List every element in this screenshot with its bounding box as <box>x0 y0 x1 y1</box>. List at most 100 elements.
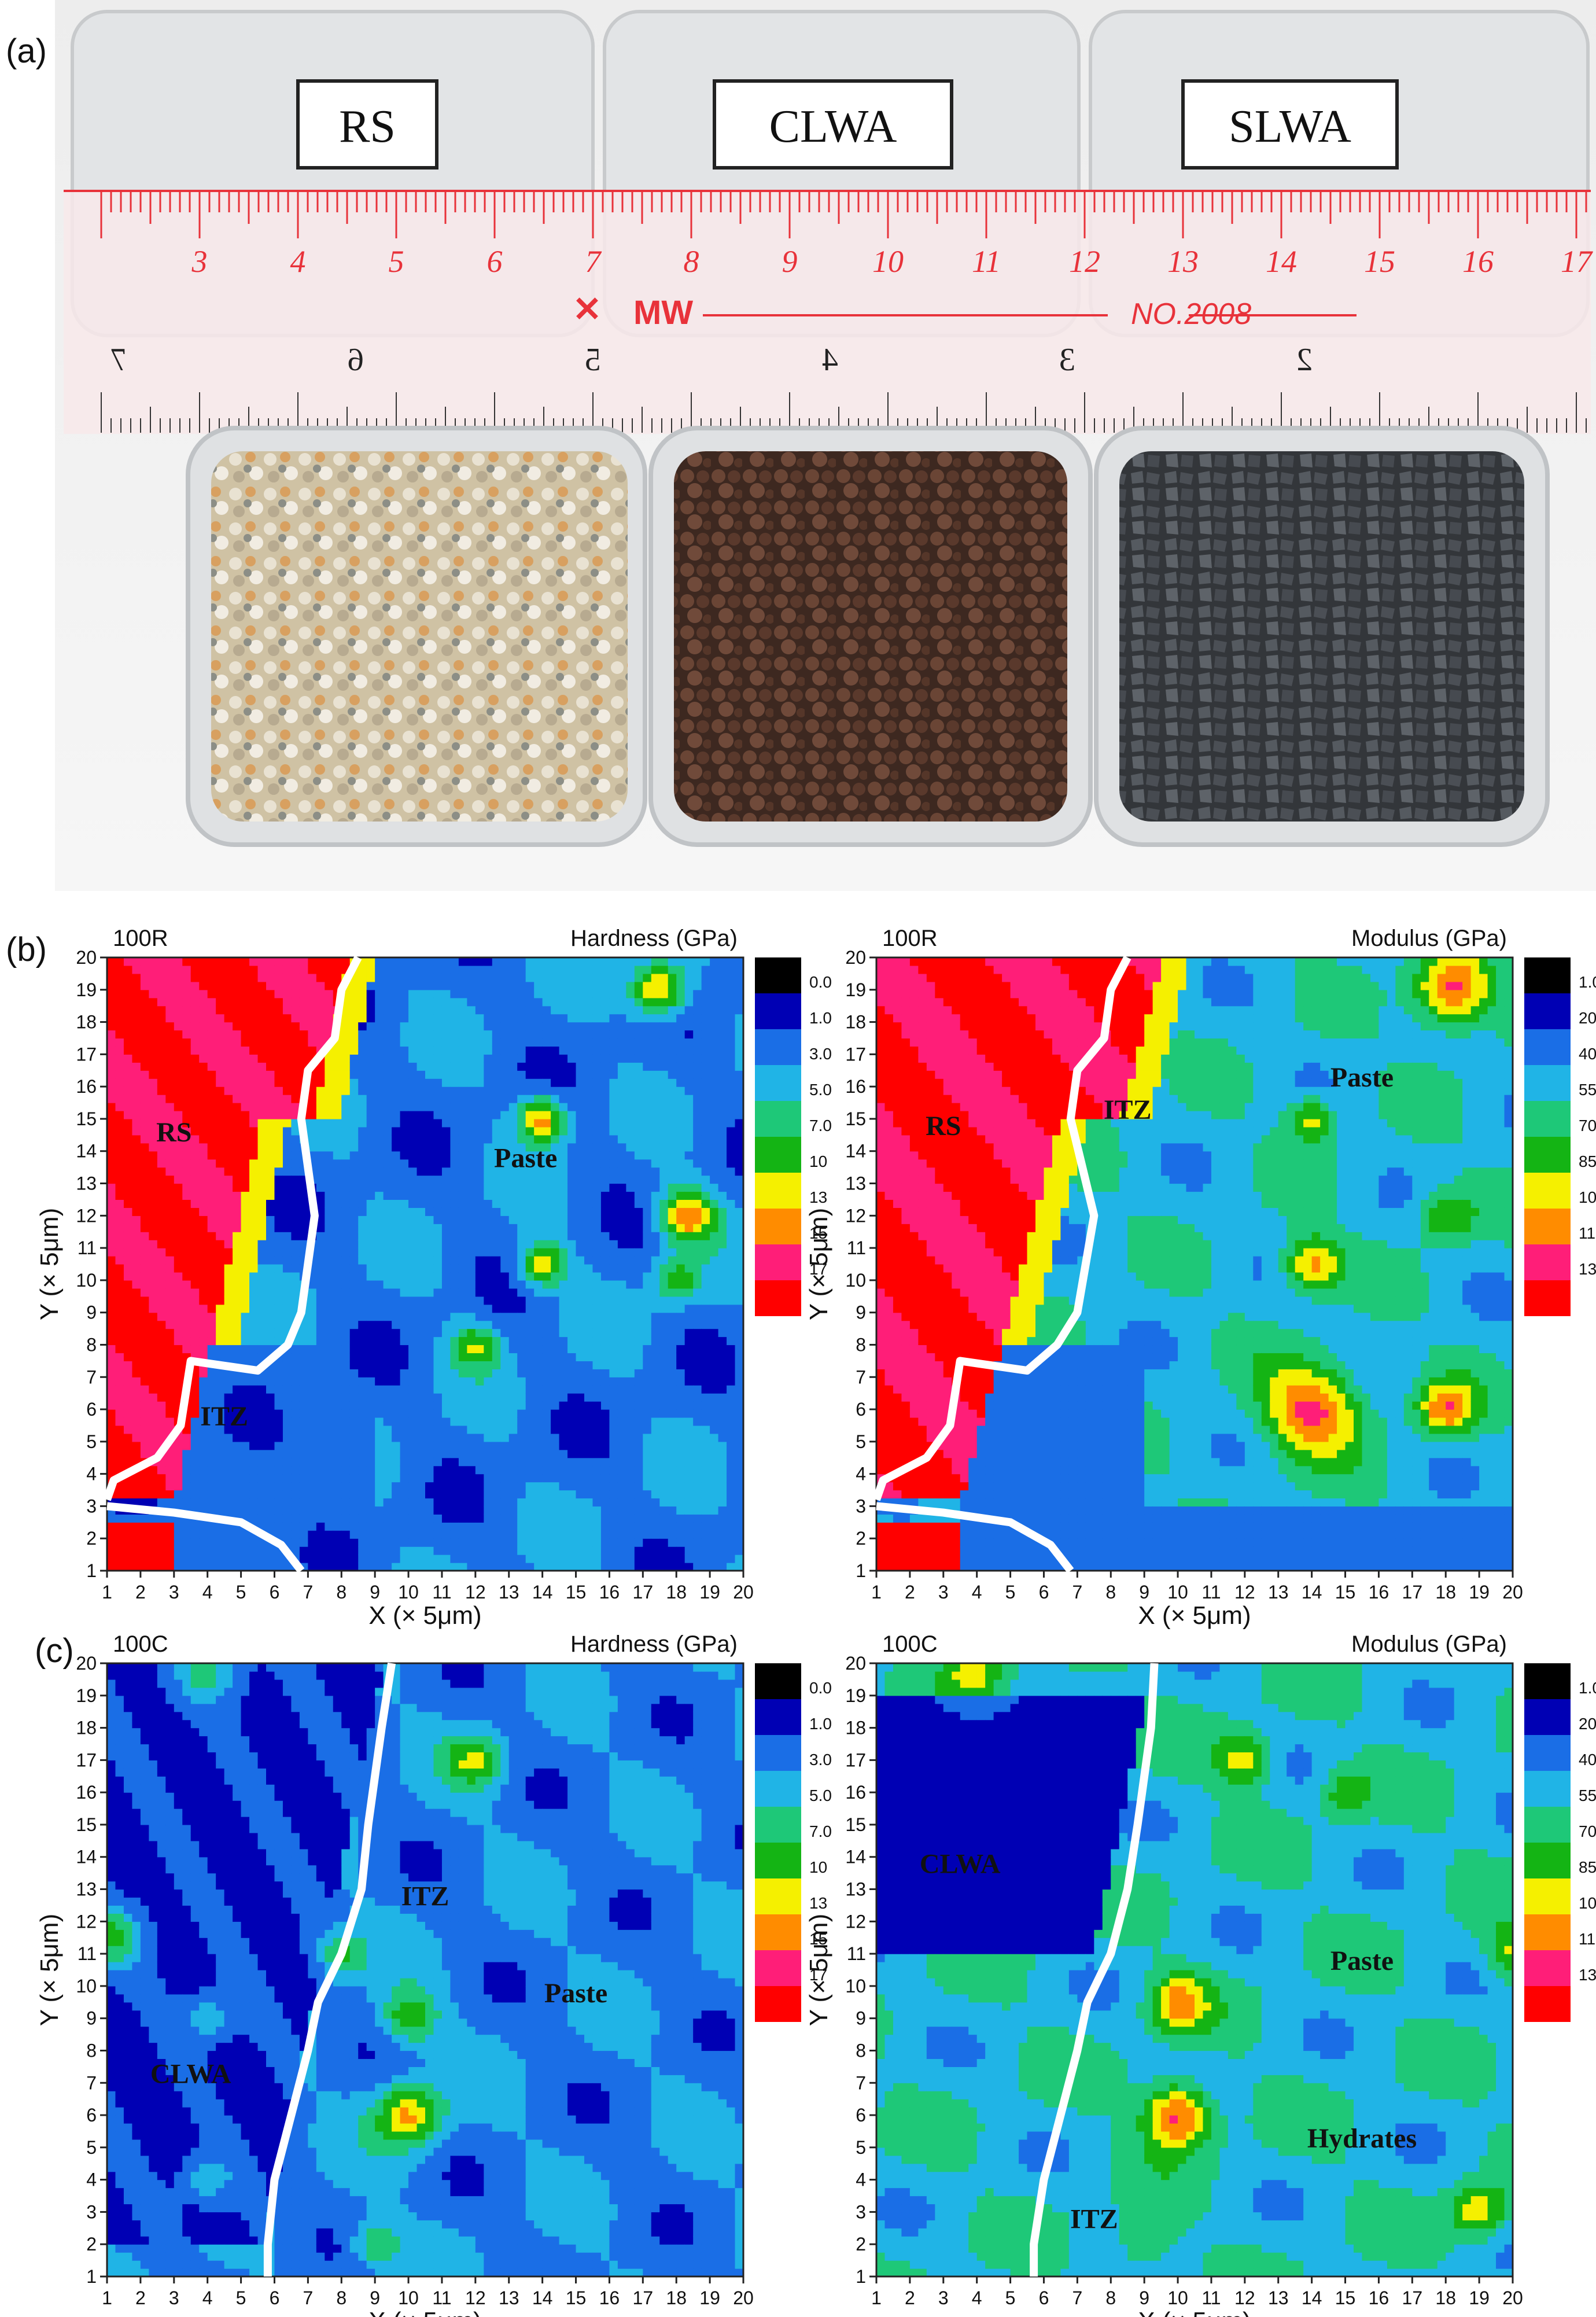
legend-level: 20.0 <box>1579 1715 1596 1733</box>
sample-label: 100C <box>113 1631 168 1657</box>
legend-level: 20.0 <box>1579 1009 1596 1027</box>
y-tick-label: 9 <box>86 2008 97 2029</box>
ruler-mirror-number: 7 <box>110 342 127 378</box>
y-tick-label: 5 <box>856 2137 866 2158</box>
ruler-mirror-number: 2 <box>1296 342 1313 378</box>
legend-swatch <box>755 1280 801 1316</box>
x-tick-label: 19 <box>1469 1582 1490 1603</box>
y-tick-label: 2 <box>856 1528 866 1549</box>
y-tick-label: 11 <box>847 1943 866 1964</box>
y-tick-label: 8 <box>86 1334 97 1355</box>
legend-level: 115 <box>1579 1224 1596 1242</box>
x-tick-label: 8 <box>336 2287 347 2308</box>
y-tick-label: 13 <box>76 1879 97 1900</box>
y-tick-label: 18 <box>845 1718 866 1738</box>
region-label: Paste <box>544 1978 607 2009</box>
y-tick-label: 16 <box>845 1076 866 1097</box>
y-tick-label: 1 <box>856 2266 866 2287</box>
y-tick-label: 4 <box>856 2169 866 2190</box>
x-tick-label: 1 <box>871 1582 882 1603</box>
legend-level: 1.00 <box>1579 1679 1596 1697</box>
y-tick-label: 20 <box>845 947 866 968</box>
region-label: RS <box>156 1117 191 1148</box>
x-axis-label: X (× 5μm) <box>368 2307 481 2317</box>
contour-field <box>107 957 744 1571</box>
x-tick-label: 7 <box>1072 2287 1082 2308</box>
ruler-number: 9 <box>782 244 798 279</box>
y-tick-label: 13 <box>76 1173 97 1194</box>
legend-swatch <box>1524 1843 1571 1878</box>
x-tick-label: 7 <box>303 2287 313 2308</box>
x-tick-label: 14 <box>532 2287 553 2308</box>
x-tick-label: 18 <box>1435 2287 1456 2308</box>
legend-swatch <box>1524 1914 1571 1950</box>
legend-level: 100 <box>1579 1188 1596 1206</box>
legend-swatch <box>1524 1950 1571 1986</box>
x-tick-label: 18 <box>666 2287 687 2308</box>
ruler-number: 3 <box>191 244 208 279</box>
x-tick-label: 17 <box>633 2287 654 2308</box>
y-axis-label: Y (× 5μm) <box>805 1208 833 1320</box>
x-tick-label: 2 <box>905 2287 915 2308</box>
ruler-number: 7 <box>585 244 602 279</box>
x-tick-label: 13 <box>1268 1582 1289 1603</box>
x-tick-label: 16 <box>599 2287 620 2308</box>
y-tick-label: 3 <box>86 2201 97 2222</box>
y-tick-label: 16 <box>845 1782 866 1803</box>
legend-swatch <box>755 1173 801 1209</box>
label-clwa: CLWA <box>769 101 897 152</box>
x-tick-label: 9 <box>370 2287 380 2308</box>
y-tick-label: 12 <box>76 1205 97 1226</box>
panel-label-a: (a) <box>6 32 47 71</box>
x-tick-label: 5 <box>1005 2287 1016 2308</box>
region-label: Hydrates <box>1307 2123 1417 2154</box>
y-tick-label: 10 <box>845 1270 866 1291</box>
ruler-number: 13 <box>1167 244 1199 279</box>
ruler-mirror-number: 4 <box>822 342 838 378</box>
y-tick-label: 2 <box>86 1528 97 1549</box>
legend-swatch <box>1524 1807 1571 1843</box>
legend-swatch <box>1524 1173 1571 1209</box>
x-tick-label: 16 <box>1369 2287 1389 2308</box>
y-tick-label: 4 <box>86 2169 97 2190</box>
container-rs <box>188 428 645 845</box>
legend-swatch <box>755 1878 801 1914</box>
legend-swatch <box>755 1735 801 1771</box>
x-tick-label: 20 <box>1502 2287 1523 2308</box>
x-tick-label: 4 <box>202 1582 213 1603</box>
x-tick-label: 10 <box>398 2287 419 2308</box>
y-tick-label: 7 <box>856 1366 866 1387</box>
x-tick-label: 17 <box>1402 2287 1423 2308</box>
y-tick-label: 19 <box>76 1685 97 1706</box>
y-tick-label: 14 <box>76 1847 97 1867</box>
x-tick-label: 1 <box>102 2287 112 2308</box>
y-tick-label: 11 <box>847 1237 866 1258</box>
y-tick-label: 17 <box>845 1044 866 1064</box>
y-tick-label: 15 <box>76 1814 97 1835</box>
y-tick-label: 8 <box>86 2040 97 2061</box>
ruler-number: 4 <box>290 244 306 279</box>
y-tick-label: 7 <box>86 1366 97 1387</box>
x-tick-label: 4 <box>202 2287 213 2308</box>
sample-label: 100R <box>882 926 938 951</box>
x-tick-label: 14 <box>1302 2287 1322 2308</box>
x-tick-label: 2 <box>135 1582 146 1603</box>
y-tick-label: 20 <box>76 1653 97 1674</box>
sample-label: 100R <box>113 926 168 951</box>
legend-swatch <box>755 1807 801 1843</box>
x-tick-label: 11 <box>432 2287 451 2308</box>
x-tick-label: 9 <box>370 1582 380 1603</box>
x-tick-label: 15 <box>566 2287 587 2308</box>
y-tick-label: 3 <box>86 1495 97 1516</box>
y-tick-label: 18 <box>845 1012 866 1033</box>
x-tick-label: 1 <box>102 1582 112 1603</box>
ruler-mirror-number: 5 <box>585 342 601 378</box>
y-tick-label: 7 <box>86 2072 97 2093</box>
region-label: ITZ <box>200 1401 248 1432</box>
x-tick-label: 5 <box>236 2287 246 2308</box>
label-box-rs: RS <box>298 81 437 168</box>
